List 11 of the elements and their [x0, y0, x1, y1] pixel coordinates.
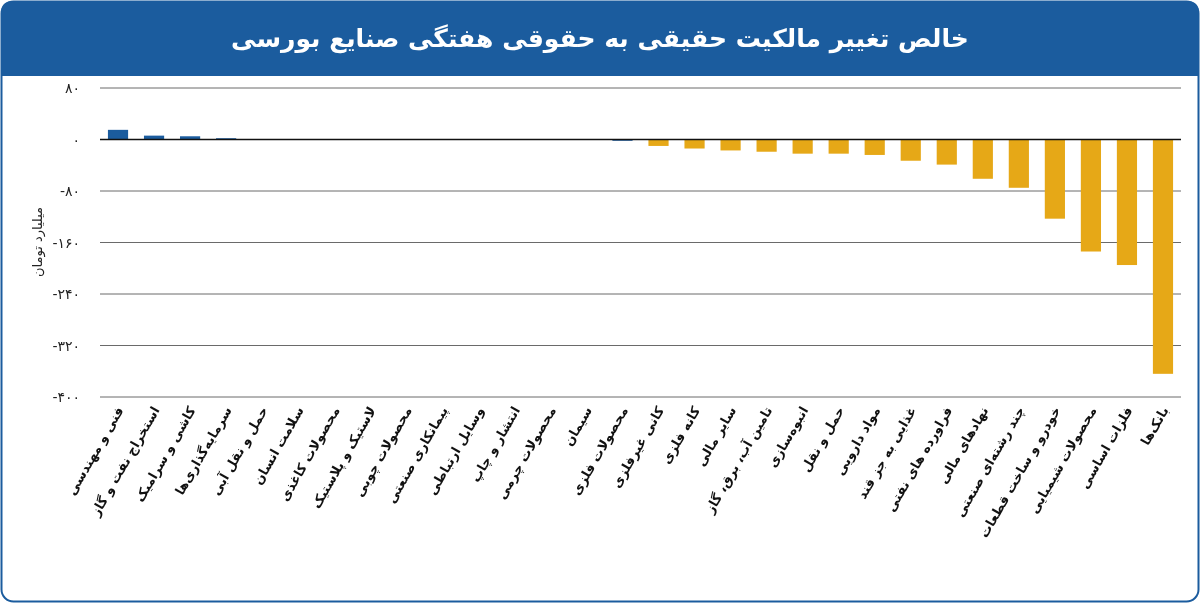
y-tick-label: ۰ [72, 131, 80, 148]
y-tick-label: ۸۰ [64, 80, 80, 96]
chart-title: خالص تغییر مالکیت حقیقی به حقوقی هفتگی صنایع بورسی [231, 24, 969, 54]
y-axis-title: میلیارد تومان [30, 206, 46, 278]
y-tick-label: -۲۴۰ [52, 286, 80, 302]
x-tick-label: بانک‌ها [1137, 404, 1172, 448]
y-tick-label: -۸۰ [59, 183, 80, 199]
y-tick-label: -۴۰۰ [52, 389, 80, 405]
y-tick-label: -۱۶۰ [52, 234, 80, 251]
y-tick-label: -۳۲۰ [52, 337, 80, 354]
x-tick-label: سیمان [560, 404, 596, 449]
